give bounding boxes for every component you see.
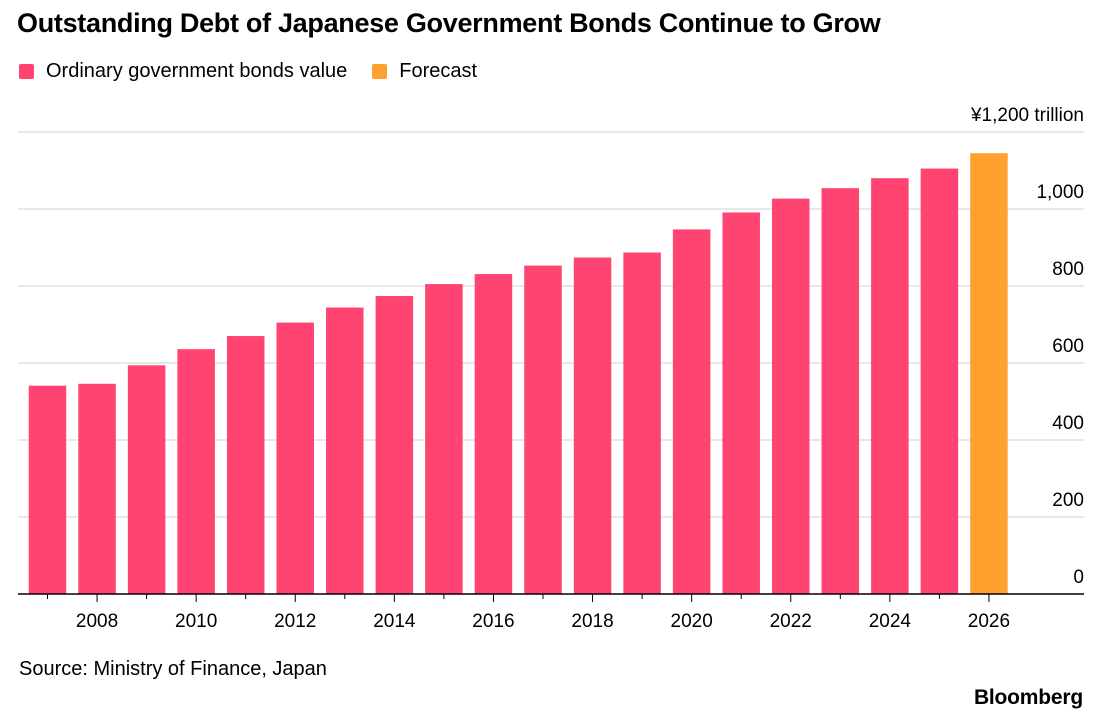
x-tick-label: 2010 bbox=[175, 611, 217, 632]
y-tick-label: 0 bbox=[1073, 567, 1084, 588]
x-tick-label: 2026 bbox=[968, 611, 1010, 632]
bar bbox=[920, 168, 959, 594]
x-tick-label: 2014 bbox=[373, 611, 416, 632]
chart-title: Outstanding Debt of Japanese Government … bbox=[17, 8, 881, 38]
bar bbox=[871, 178, 909, 594]
y-tick-label: 400 bbox=[1052, 413, 1084, 434]
bar bbox=[375, 296, 414, 594]
x-tick-label: 2018 bbox=[571, 611, 613, 632]
bar bbox=[425, 284, 463, 594]
bar bbox=[772, 198, 810, 595]
x-tick-label: 2020 bbox=[671, 611, 713, 632]
chart-legend: Ordinary government bonds value Forecast bbox=[19, 60, 502, 83]
y-tick-label: 600 bbox=[1052, 336, 1084, 357]
bar bbox=[127, 365, 166, 594]
legend-item-bonds: Ordinary government bonds value bbox=[19, 60, 347, 83]
legend-label-bonds: Ordinary government bonds value bbox=[46, 60, 348, 82]
bar bbox=[177, 349, 215, 594]
y-tick-label: 200 bbox=[1052, 490, 1084, 511]
y-tick-label: ¥1,200 trillion bbox=[970, 105, 1084, 126]
x-tick-label: 2024 bbox=[869, 611, 912, 632]
bar bbox=[623, 252, 661, 594]
x-tick-label: 2012 bbox=[274, 611, 316, 632]
bar bbox=[573, 257, 612, 594]
bar bbox=[970, 153, 1008, 595]
bar bbox=[276, 322, 314, 594]
x-tick-label: 2022 bbox=[770, 611, 812, 632]
source-note: Source: Ministry of Finance, Japan bbox=[19, 658, 327, 680]
bar bbox=[524, 265, 562, 594]
y-tick-label: 1,000 bbox=[1036, 182, 1084, 203]
bar bbox=[722, 212, 760, 594]
bar bbox=[326, 307, 364, 594]
brand-logo: Bloomberg bbox=[973, 686, 1083, 709]
bar bbox=[78, 383, 116, 594]
y-tick-label: 800 bbox=[1052, 259, 1084, 280]
bar bbox=[474, 274, 513, 594]
x-tick-label: 2016 bbox=[472, 611, 514, 632]
bar bbox=[672, 229, 711, 594]
legend-swatch-forecast bbox=[372, 64, 388, 79]
x-tick-label: 2008 bbox=[76, 611, 118, 632]
bar bbox=[28, 385, 67, 594]
bar bbox=[821, 188, 860, 594]
legend-swatch-bonds bbox=[19, 64, 34, 79]
legend-item-forecast: Forecast bbox=[372, 60, 477, 83]
bar bbox=[226, 336, 265, 594]
legend-label-forecast: Forecast bbox=[399, 60, 478, 82]
